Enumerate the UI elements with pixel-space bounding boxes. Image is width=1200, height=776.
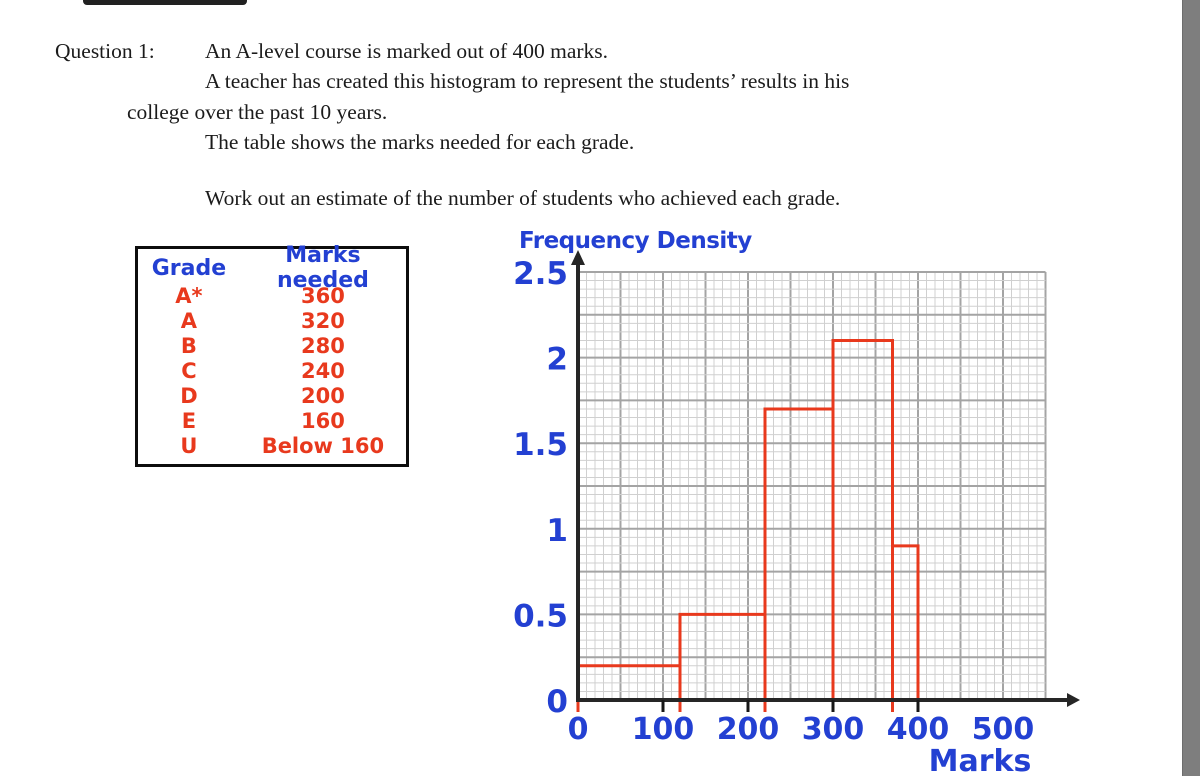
table-row: A* 360 xyxy=(138,283,406,308)
grade-cell: E xyxy=(181,408,197,433)
top-edge-ui-fragment xyxy=(83,0,247,5)
histogram-bar xyxy=(891,544,920,712)
y-tick-label: 0.5 xyxy=(513,598,568,634)
question-text-line: college over the past 10 years. xyxy=(127,100,388,124)
marks-cell: 240 xyxy=(300,358,345,383)
marks-cell: 360 xyxy=(300,283,345,308)
table-row: D 200 xyxy=(138,383,406,408)
marks-cell: Below 160 xyxy=(261,433,385,458)
y-axis-title: Frequency Density xyxy=(519,228,752,254)
chart-grid xyxy=(578,271,1047,700)
histogram-bar xyxy=(831,338,894,712)
grade-cell: B xyxy=(180,333,197,358)
histogram-bars xyxy=(576,338,920,712)
y-tick-label: 1 xyxy=(546,513,568,549)
y-tick-label: 2 xyxy=(546,342,568,378)
table-row: A 320 xyxy=(138,308,406,333)
grade-table-header-grade: Grade xyxy=(151,255,227,281)
page-edge-strip xyxy=(1182,0,1200,776)
y-axis-arrowhead xyxy=(571,250,585,265)
y-tick-labels: 0 0.5 1 1.5 2 2.5 xyxy=(513,256,568,720)
question-text-line: A teacher has created this histogram to … xyxy=(205,69,850,93)
x-axis-title: Marks xyxy=(929,744,1032,776)
table-row: E 160 xyxy=(138,408,406,433)
grade-table: Grade Marks needed A* 360 A 320 B 280 C 240 D 200… xyxy=(135,243,409,467)
histogram-chart: 0 100 200 300 400 500 0 0.5 1 1.5 2 2.5 Frequency … xyxy=(513,228,1080,776)
grade-table-header: Grade Marks needed xyxy=(138,243,406,293)
question-text-line: An A-level course is marked out of 400 m… xyxy=(205,39,609,63)
marks-cell: 200 xyxy=(300,383,345,408)
grade-table-body: A* 360 A 320 B 280 C 240 D 200 E 160 U Below 160 xyxy=(138,283,406,458)
x-axis-arrowhead xyxy=(1067,693,1080,707)
table-row: C 240 xyxy=(138,358,406,383)
question-number: Question 1: xyxy=(55,39,155,63)
x-tick-label: 200 xyxy=(717,712,780,747)
grade-table-header-marks: Marks needed xyxy=(276,243,369,293)
table-row: B 280 xyxy=(138,333,406,358)
x-tick-label: 300 xyxy=(802,712,865,747)
grade-cell: C xyxy=(181,358,197,383)
question-text-line: The table shows the marks needed for eac… xyxy=(205,130,635,154)
marks-cell: 280 xyxy=(300,333,345,358)
x-axis-ticks xyxy=(661,700,920,712)
grade-cell: A xyxy=(180,308,198,333)
table-row: U Below 160 xyxy=(138,433,406,458)
y-tick-label: 1.5 xyxy=(513,427,568,463)
marks-cell: 320 xyxy=(300,308,345,333)
x-tick-label: 400 xyxy=(887,712,950,747)
marks-cell: 160 xyxy=(300,408,345,433)
grade-cell: D xyxy=(180,383,198,408)
grade-cell: U xyxy=(180,433,198,458)
y-tick-label: 2.5 xyxy=(513,256,568,292)
x-tick-label: 100 xyxy=(632,712,695,747)
question-prompt: Work out an estimate of the number of st… xyxy=(205,186,841,210)
x-tick-labels: 0 100 200 300 400 500 xyxy=(568,712,1035,747)
grade-cell: A* xyxy=(175,283,203,308)
x-tick-label: 500 xyxy=(972,712,1035,747)
x-tick-label: 0 xyxy=(568,712,589,747)
y-tick-label: 0 xyxy=(546,684,568,720)
